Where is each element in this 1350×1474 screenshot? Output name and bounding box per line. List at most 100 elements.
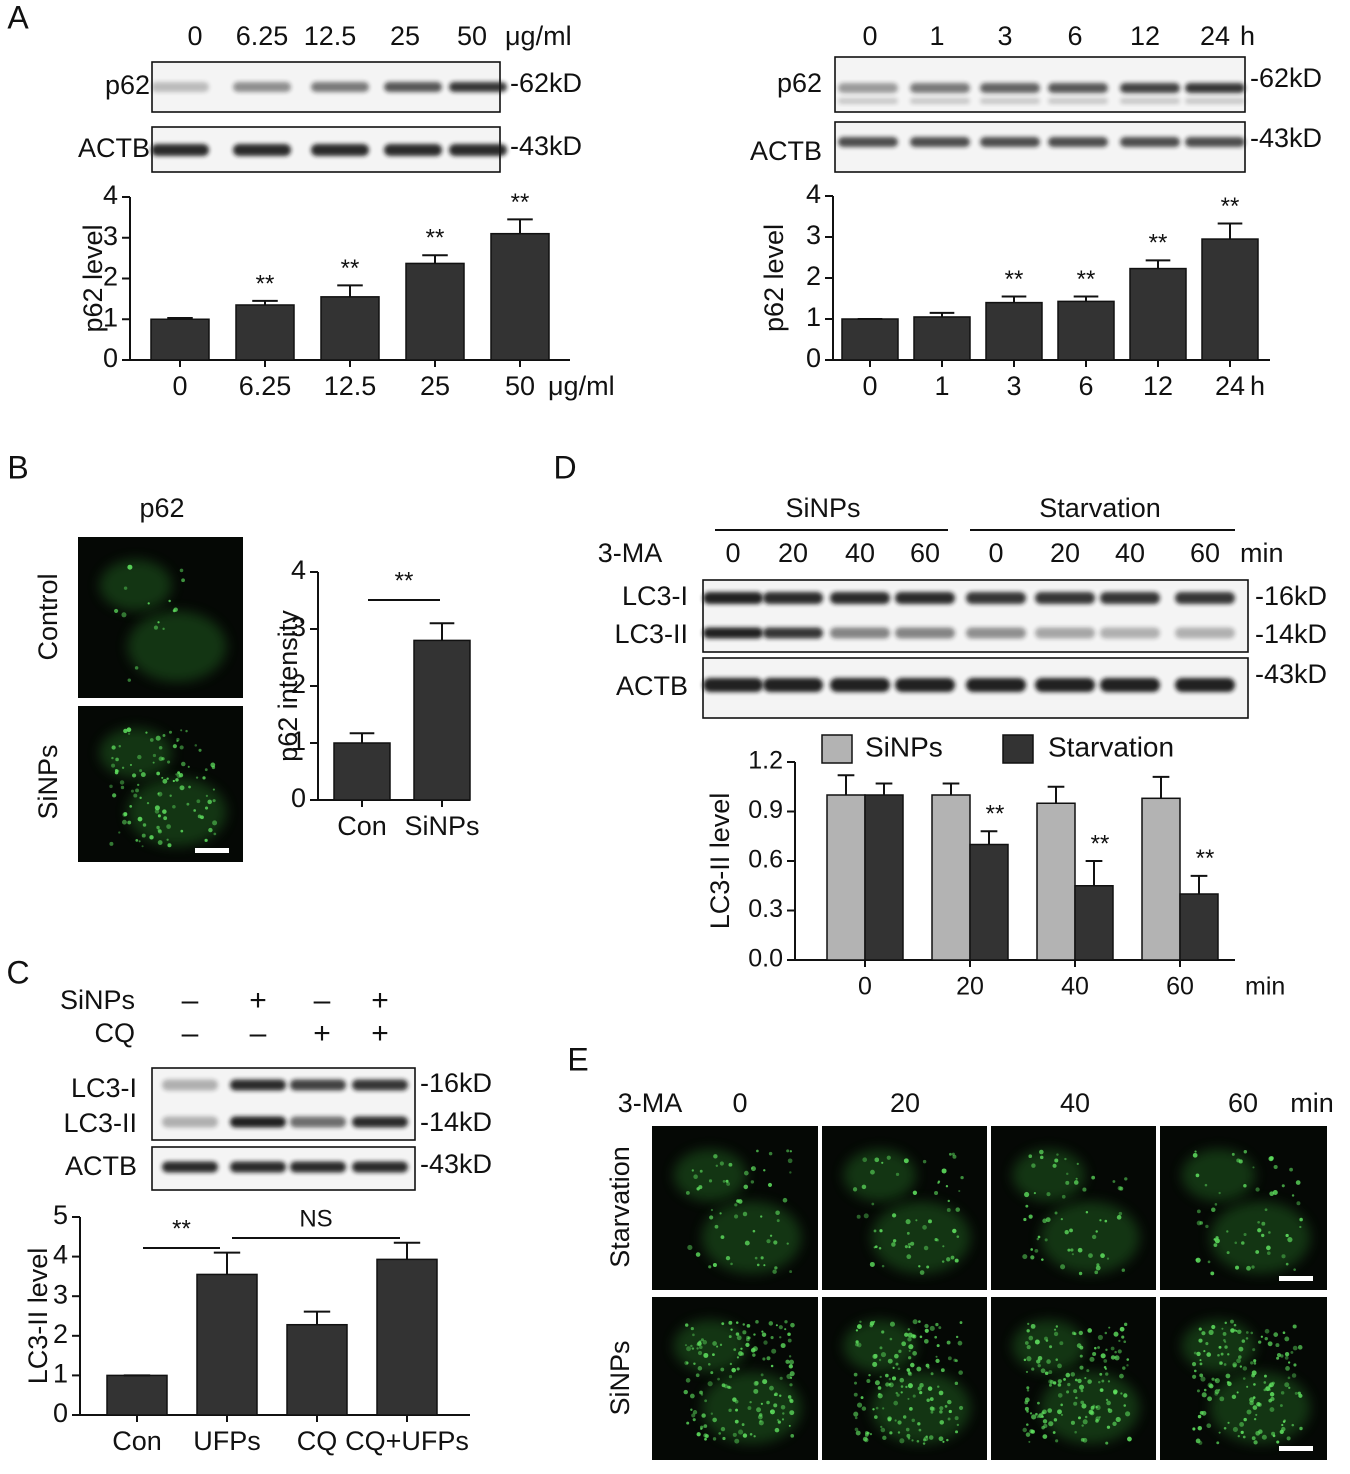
puncta: [1026, 1386, 1030, 1390]
puncta: [172, 804, 176, 809]
puncta: [1249, 1400, 1254, 1406]
blot-band: [763, 592, 823, 604]
blot-band: [151, 82, 209, 92]
puncta: [905, 1385, 908, 1389]
puncta: [1028, 1335, 1034, 1341]
significance-label: NS: [299, 1205, 332, 1232]
x-tick-label: 24: [1215, 371, 1245, 401]
puncta: [1293, 1363, 1297, 1367]
cell: [127, 611, 227, 682]
puncta: [888, 1383, 891, 1386]
puncta: [1291, 1373, 1297, 1378]
puncta: [129, 804, 133, 808]
puncta: [1028, 1154, 1033, 1159]
puncta: [138, 840, 141, 843]
puncta: [169, 794, 172, 797]
puncta: [704, 1437, 707, 1441]
puncta: [927, 1366, 930, 1369]
blot-band: [838, 83, 898, 93]
legend-label: Starvation: [1048, 731, 1174, 762]
puncta: [1056, 1153, 1059, 1156]
puncta: [728, 1320, 733, 1325]
puncta: [1119, 1373, 1124, 1379]
puncta: [152, 753, 157, 758]
puncta: [1199, 1410, 1204, 1415]
puncta: [194, 744, 198, 747]
puncta: [1195, 1258, 1198, 1261]
puncta: [1106, 1257, 1110, 1260]
puncta: [127, 678, 131, 682]
puncta: [1057, 1379, 1062, 1384]
puncta: [954, 1381, 959, 1386]
puncta: [1231, 1394, 1237, 1400]
blot-band: [151, 144, 209, 156]
puncta: [1223, 1426, 1227, 1430]
puncta: [1193, 1351, 1197, 1355]
condition-sign: +: [371, 1017, 389, 1050]
puncta: [1022, 1427, 1027, 1433]
puncta: [909, 1406, 913, 1411]
error-bar: [1001, 295, 1027, 303]
puncta: [910, 1241, 915, 1246]
puncta: [766, 1400, 770, 1405]
puncta: [885, 1373, 889, 1378]
blot-band: [1048, 98, 1108, 104]
puncta: [762, 1357, 766, 1361]
puncta: [780, 1404, 786, 1410]
puncta: [881, 1161, 884, 1164]
puncta: [899, 1377, 905, 1383]
puncta: [1073, 1389, 1078, 1394]
puncta: [1123, 1340, 1127, 1344]
puncta: [928, 1219, 932, 1224]
puncta: [952, 1154, 957, 1159]
puncta: [1282, 1331, 1286, 1335]
puncta: [1066, 1390, 1070, 1394]
puncta: [699, 1340, 702, 1343]
puncta: [1193, 1369, 1197, 1373]
blot-band: [384, 82, 442, 92]
puncta: [1024, 1191, 1030, 1198]
puncta: [1026, 1389, 1030, 1392]
blot-row-label: LC3-I: [71, 1073, 137, 1103]
puncta: [162, 734, 166, 737]
blot-band: [1120, 98, 1180, 104]
blot-frame: [702, 579, 1249, 653]
puncta: [1292, 1324, 1297, 1329]
blot-band: [703, 627, 763, 639]
puncta: [204, 768, 208, 772]
puncta: [1080, 1400, 1085, 1405]
puncta: [685, 1190, 690, 1195]
puncta: [947, 1417, 951, 1421]
puncta: [1196, 1389, 1200, 1393]
micrograph-row-label: SiNPs: [605, 1340, 635, 1415]
column-label: 0: [732, 1088, 747, 1118]
puncta: [889, 1337, 893, 1341]
puncta: [1044, 1371, 1049, 1376]
puncta: [861, 1406, 867, 1411]
lane-label: 0: [862, 21, 877, 51]
puncta: [947, 1356, 952, 1361]
puncta: [1106, 1425, 1111, 1429]
puncta: [1292, 1345, 1298, 1351]
puncta: [1080, 1437, 1085, 1442]
puncta: [1090, 1405, 1095, 1410]
puncta: [898, 1349, 902, 1353]
cell: [1181, 1319, 1256, 1372]
puncta: [1252, 1396, 1256, 1399]
puncta: [886, 1155, 891, 1160]
blot-band: [449, 82, 507, 92]
puncta: [959, 1321, 963, 1324]
puncta: [728, 1335, 732, 1339]
puncta: [1049, 1345, 1053, 1349]
lane-label: 12: [1130, 21, 1160, 51]
puncta: [121, 612, 127, 618]
puncta: [882, 1407, 885, 1410]
puncta: [1116, 1215, 1122, 1220]
puncta: [789, 1270, 793, 1274]
puncta: [952, 1228, 957, 1234]
puncta: [1245, 1331, 1249, 1334]
puncta: [1071, 1331, 1076, 1335]
puncta: [742, 1433, 748, 1438]
puncta: [756, 1149, 759, 1153]
